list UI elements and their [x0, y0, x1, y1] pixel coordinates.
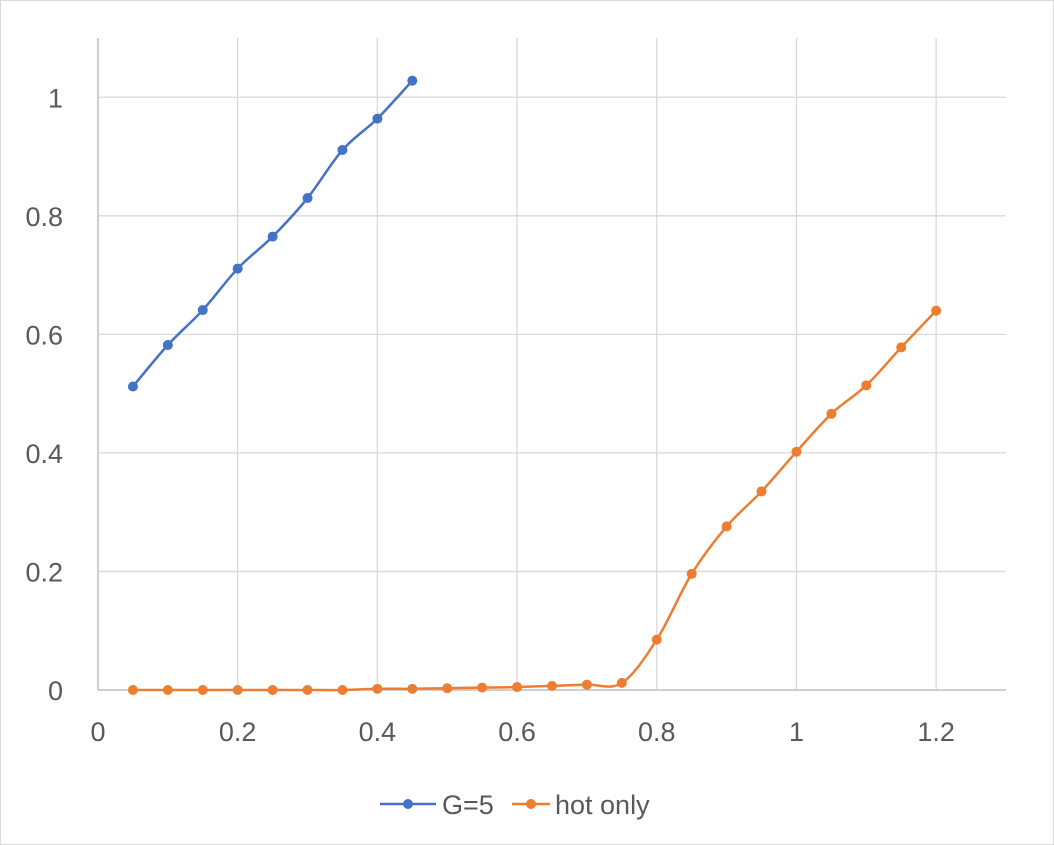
data-point	[651, 634, 662, 645]
data-point	[791, 446, 802, 457]
data-point	[232, 263, 243, 274]
data-point	[267, 231, 278, 242]
data-point	[302, 193, 313, 204]
y-tick-label: 0.6	[25, 320, 63, 350]
data-point	[127, 685, 138, 695]
data-point	[337, 685, 348, 695]
data-point	[686, 568, 697, 579]
data-point	[407, 683, 418, 694]
data-point	[337, 145, 348, 156]
data-point	[826, 408, 837, 419]
legend-item: G=5	[380, 790, 494, 820]
data-point	[267, 685, 278, 695]
data-point	[861, 380, 872, 391]
y-tick-label: 0.8	[25, 202, 63, 232]
legend-item: hot only	[512, 790, 650, 820]
series-2	[127, 305, 942, 695]
series-layer	[127, 75, 942, 695]
data-point	[756, 486, 767, 497]
legend-label: G=5	[442, 790, 494, 820]
y-tick-label: 0.4	[25, 439, 63, 469]
x-tick-label: 0.2	[219, 717, 257, 747]
data-point	[372, 113, 383, 124]
data-point	[197, 305, 208, 316]
grid-lines	[98, 38, 1006, 690]
data-point	[721, 521, 732, 532]
data-point	[512, 682, 523, 693]
legend-marker	[526, 799, 536, 809]
data-point	[232, 685, 243, 695]
y-tick-label: 1	[48, 83, 63, 113]
x-tick-label: 1.2	[917, 717, 955, 747]
legend: G=5 hot only	[380, 790, 650, 820]
data-point	[162, 685, 173, 695]
data-point	[896, 342, 907, 353]
data-point	[197, 685, 208, 695]
data-point	[407, 75, 418, 86]
data-point	[616, 677, 627, 688]
x-tick-label: 1	[789, 717, 804, 747]
x-tick-label: 0	[90, 717, 105, 747]
x-tick-label: 0.8	[638, 717, 676, 747]
axes: 0 0.2 0.4 0.6 0.8 1 1.2 0 0.2 0.4 0.6 0.8 1	[25, 38, 1006, 747]
data-point	[372, 683, 383, 694]
data-point	[302, 685, 313, 695]
series-line	[132, 309, 938, 692]
x-tick-label: 0.4	[359, 717, 397, 747]
series-1	[127, 75, 418, 392]
data-point	[442, 683, 453, 694]
data-point	[547, 680, 557, 691]
data-point	[581, 679, 592, 690]
data-point	[162, 340, 173, 351]
y-tick-label: 0.2	[25, 557, 63, 587]
x-tick-label: 0.6	[498, 717, 536, 747]
legend-label: hot only	[555, 790, 650, 820]
y-tick-label: 0	[48, 676, 63, 706]
data-point	[477, 682, 488, 693]
data-point	[931, 305, 942, 316]
data-point	[127, 381, 138, 392]
legend-marker	[403, 799, 413, 809]
